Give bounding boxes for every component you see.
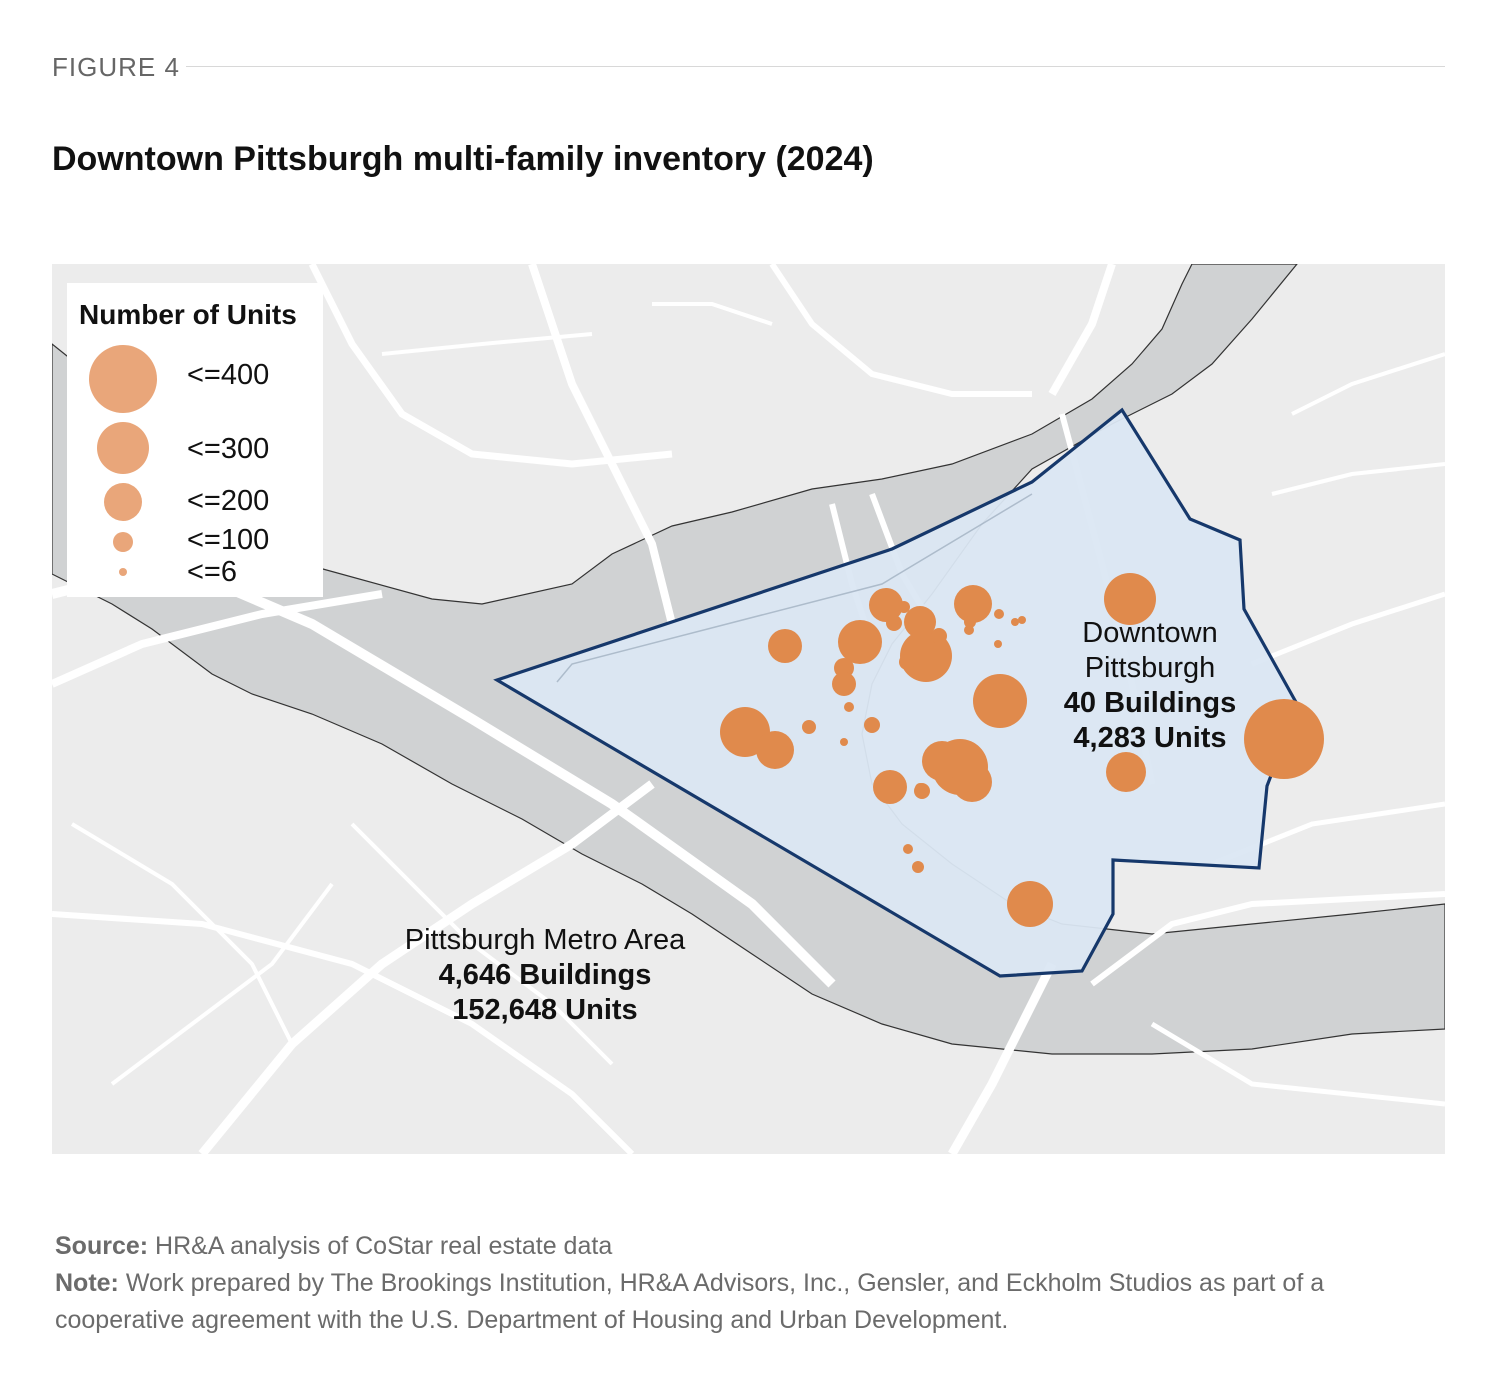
building-marker xyxy=(1011,618,1019,626)
building-marker xyxy=(864,717,880,733)
building-marker xyxy=(844,702,854,712)
building-marker xyxy=(802,720,816,734)
building-marker xyxy=(768,629,802,663)
legend-label-300: <=300 xyxy=(187,433,270,465)
legend-marker-400 xyxy=(89,345,157,413)
building-marker xyxy=(756,731,794,769)
note-text: Work prepared by The Brookings Instituti… xyxy=(55,1269,1325,1334)
building-marker xyxy=(886,615,902,631)
footer-notes: Source: HR&A analysis of CoStar real est… xyxy=(55,1228,1455,1339)
source-label: Source: xyxy=(55,1232,149,1260)
building-marker xyxy=(931,628,947,644)
building-marker xyxy=(915,783,925,793)
downtown-name-line1: Downtown xyxy=(1082,617,1218,649)
building-marker xyxy=(954,585,992,623)
map-title: Downtown Pittsburgh multi-family invento… xyxy=(52,140,874,178)
metro-name: Pittsburgh Metro Area xyxy=(404,924,686,956)
metro-label: Pittsburgh Metro Area 4,646 Buildings 15… xyxy=(380,923,710,1028)
building-marker xyxy=(1106,752,1146,792)
building-marker xyxy=(964,625,974,635)
metro-units: 152,648 Units xyxy=(452,994,638,1026)
building-marker xyxy=(832,672,856,696)
building-marker xyxy=(898,601,910,613)
metro-buildings: 4,646 Buildings xyxy=(438,959,652,991)
building-marker xyxy=(1104,573,1156,625)
building-markers xyxy=(720,573,1324,927)
legend-marker-300 xyxy=(97,422,149,474)
building-marker xyxy=(994,609,1004,619)
note-line: Note: Work prepared by The Brookings Ins… xyxy=(55,1265,1455,1339)
building-marker xyxy=(1244,699,1324,779)
building-marker xyxy=(834,658,854,678)
legend-marker-6 xyxy=(119,568,127,576)
basemap xyxy=(52,264,1445,1154)
building-marker xyxy=(873,770,907,804)
note-label: Note: xyxy=(55,1269,119,1297)
legend-label-200: <=200 xyxy=(187,485,270,517)
legend-title: Number of Units xyxy=(79,299,297,330)
figure-label: FIGURE 4 xyxy=(52,52,180,82)
building-marker xyxy=(1007,881,1053,927)
legend-label-6: <=6 xyxy=(187,556,237,588)
building-marker xyxy=(869,588,903,622)
building-marker xyxy=(838,620,882,664)
figure-divider xyxy=(186,66,1445,67)
building-marker xyxy=(904,606,936,638)
building-marker xyxy=(903,844,913,854)
legend-marker-200 xyxy=(104,483,142,521)
legend-label-400: <=400 xyxy=(187,359,270,391)
building-marker xyxy=(1018,616,1026,624)
downtown-name-line2: Pittsburgh xyxy=(1084,652,1216,684)
building-marker xyxy=(994,640,1002,648)
building-marker xyxy=(973,674,1027,728)
downtown-units: 4,283 Units xyxy=(1073,722,1227,754)
legend-marker-100 xyxy=(113,532,133,552)
legend-label-100: <=100 xyxy=(187,524,270,556)
downtown-buildings: 40 Buildings xyxy=(1063,687,1237,719)
building-marker xyxy=(912,861,924,873)
building-marker xyxy=(952,762,992,802)
building-marker xyxy=(899,654,915,670)
map-panel[interactable]: Downtown Pittsburgh 40 Buildings 4,283 U… xyxy=(52,264,1445,1154)
building-marker xyxy=(964,616,976,628)
source-text: HR&A analysis of CoStar real estate data xyxy=(148,1232,613,1260)
downtown-label: Downtown Pittsburgh 40 Buildings 4,283 U… xyxy=(1052,616,1248,756)
map-legend: Number of Units <=400 <=300 <=200 <=100 … xyxy=(67,283,323,597)
building-marker xyxy=(922,741,962,781)
source-line: Source: HR&A analysis of CoStar real est… xyxy=(55,1228,1455,1265)
building-marker xyxy=(840,738,848,746)
